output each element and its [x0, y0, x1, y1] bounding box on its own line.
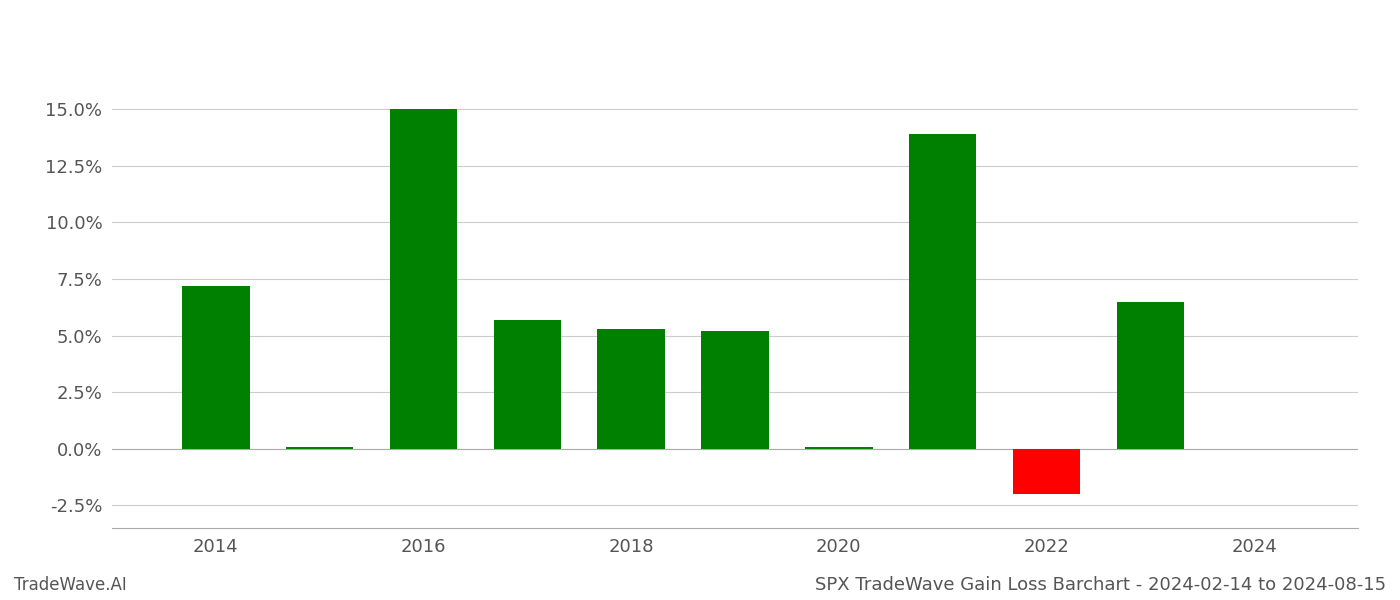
Bar [1117, 302, 1184, 449]
Bar [1012, 449, 1081, 494]
Bar [182, 286, 249, 449]
Bar [805, 446, 872, 449]
Bar [701, 331, 769, 449]
Bar [286, 446, 353, 449]
Bar [909, 134, 976, 449]
Bar [494, 320, 561, 449]
Text: TradeWave.AI: TradeWave.AI [14, 576, 127, 594]
Bar [389, 109, 458, 449]
Text: SPX TradeWave Gain Loss Barchart - 2024-02-14 to 2024-08-15: SPX TradeWave Gain Loss Barchart - 2024-… [815, 576, 1386, 594]
Bar [598, 329, 665, 449]
